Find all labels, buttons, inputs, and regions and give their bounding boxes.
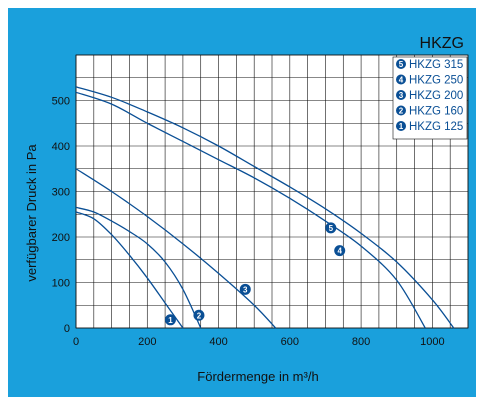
series-marker-1: 1 [164,314,176,326]
series-lines [75,86,455,329]
series-line-1 [75,211,184,329]
series-line-3 [75,168,277,329]
x-axis-label: Fördermenge in m³/h [197,369,318,384]
svg-text:3: 3 [399,91,404,100]
svg-text:4: 4 [337,247,342,256]
y-tick-labels: 0 100 200 300 400 500 [52,96,70,336]
svg-text:1: 1 [399,122,404,131]
x-tick-label: 800 [352,336,370,348]
svg-text:HKZG 315: HKZG 315 [409,59,463,71]
y-axis-label: verfügbarer Druck in Pa [24,144,39,282]
x-tick-label: 0 [73,336,79,348]
legend-entry-5: 5 HKZG 315 [396,59,463,71]
svg-text:HKZG 125: HKZG 125 [409,121,463,133]
svg-text:1: 1 [168,316,173,325]
legend-entry-3: 3 HKZG 200 [396,90,463,102]
y-tick-label: 400 [52,141,70,153]
y-tick-label: 100 [52,278,70,290]
x-tick-label: 400 [209,336,227,348]
svg-text:2: 2 [399,107,404,116]
y-tick-label: 300 [52,187,70,199]
svg-text:HKZG 160: HKZG 160 [409,106,463,118]
series-line-5 [75,86,455,329]
svg-text:HKZG 200: HKZG 200 [409,90,463,102]
svg-text:5: 5 [399,60,404,69]
x-tick-label: 200 [138,336,156,348]
svg-text:2: 2 [197,311,202,320]
legend-entry-1: 1 HKZG 125 [396,121,463,133]
series-marker-5: 5 [325,222,337,234]
svg-text:5: 5 [329,224,334,233]
x-tick-label: 1000 [420,336,444,348]
y-tick-label: 0 [64,323,70,335]
legend-entry-2: 2 HKZG 160 [396,105,463,118]
chart-title: HKZG [420,35,464,52]
y-tick-label: 200 [52,232,70,244]
series-marker-3: 3 [239,283,251,295]
svg-text:HKZG 250: HKZG 250 [409,75,463,87]
plot-border [75,54,469,329]
y-tick-label: 500 [52,96,70,108]
legend: 5 HKZG 315 4 HKZG 250 3 HKZG 200 2 HKZG 160 1 HKZ… [392,56,468,140]
x-tick-label: 600 [281,336,299,348]
series-line-4 [75,91,426,329]
series-markers: 5 4 3 2 1 [164,222,346,326]
series-marker-4: 4 [334,245,346,257]
x-tick-labels: 0 200 400 600 800 1000 [73,336,445,348]
svg-text:3: 3 [243,285,248,294]
legend-entry-4: 4 HKZG 250 [396,74,463,87]
series-line-2 [75,206,202,329]
series-marker-2: 2 [193,309,205,321]
svg-text:4: 4 [399,76,404,85]
